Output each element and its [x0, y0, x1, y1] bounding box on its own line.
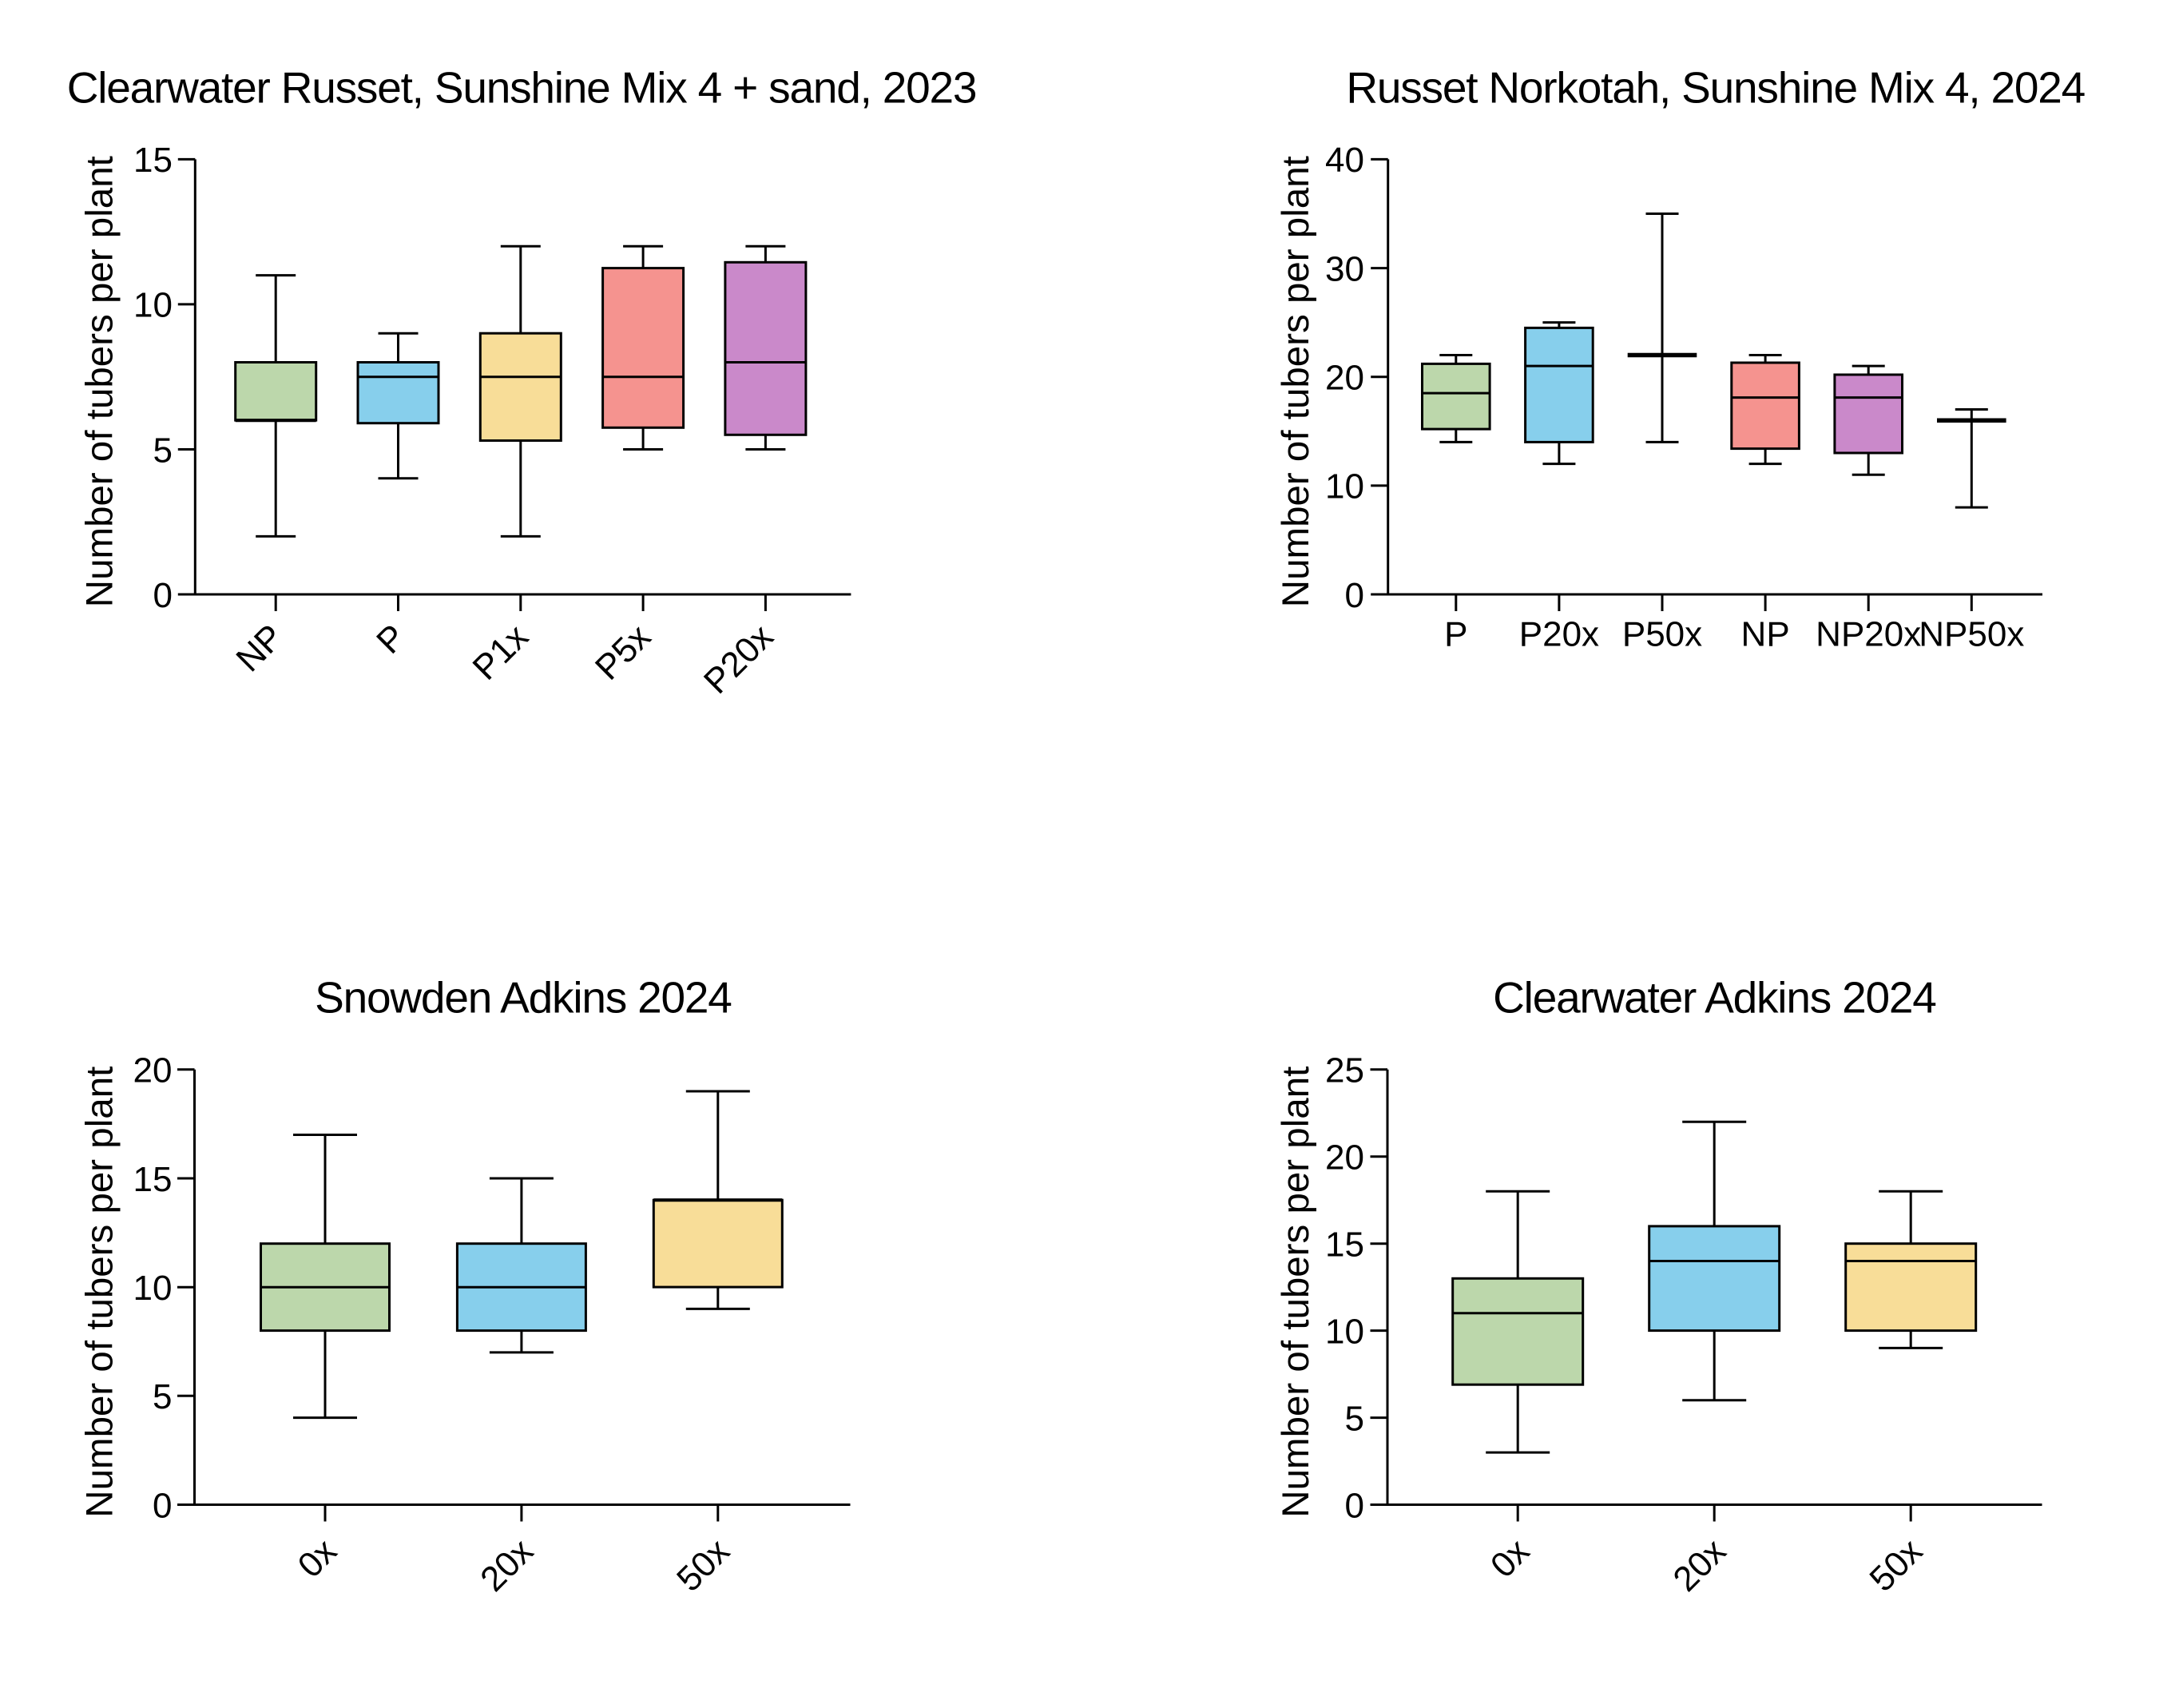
- svg-text:5: 5: [153, 1377, 172, 1416]
- svg-text:Russet Norkotah, Sunshine Mix: Russet Norkotah, Sunshine Mix 4, 2024: [1346, 63, 2085, 113]
- svg-text:5: 5: [1345, 1399, 1364, 1438]
- svg-text:Number of tubers per plant: Number of tubers per plant: [79, 156, 121, 607]
- svg-text:10: 10: [1325, 1312, 1364, 1351]
- svg-text:NP: NP: [1741, 615, 1790, 654]
- svg-text:20: 20: [133, 1051, 173, 1090]
- svg-text:P50x: P50x: [1622, 615, 1702, 654]
- svg-text:Clearwater Russet, Sunshine Mi: Clearwater Russet, Sunshine Mix 4 + sand…: [67, 63, 977, 113]
- svg-text:25: 25: [1325, 1051, 1364, 1090]
- svg-text:5: 5: [153, 431, 173, 470]
- svg-text:15: 15: [133, 141, 173, 180]
- svg-text:0: 0: [153, 576, 173, 615]
- svg-text:NP50x: NP50x: [1919, 615, 2024, 654]
- svg-text:P: P: [1444, 615, 1467, 654]
- svg-text:P20x: P20x: [1519, 615, 1599, 654]
- svg-text:30: 30: [1325, 249, 1364, 288]
- svg-text:20: 20: [1325, 1138, 1364, 1178]
- svg-text:15: 15: [1325, 1225, 1364, 1265]
- svg-text:0: 0: [153, 1486, 172, 1525]
- svg-text:Number of tubers per plant: Number of tubers per plant: [79, 1067, 121, 1518]
- svg-text:Number of tubers per plant: Number of tubers per plant: [1275, 156, 1317, 607]
- svg-text:Number of tubers per plant: Number of tubers per plant: [1275, 1067, 1317, 1518]
- svg-text:NP20x: NP20x: [1816, 615, 1921, 654]
- svg-text:10: 10: [133, 286, 173, 325]
- svg-text:10: 10: [1325, 467, 1364, 506]
- svg-text:Snowden Adkins 2024: Snowden Adkins 2024: [315, 973, 732, 1023]
- svg-text:20: 20: [1325, 359, 1364, 398]
- svg-text:15: 15: [133, 1160, 173, 1199]
- svg-text:Clearwater Adkins 2024: Clearwater Adkins 2024: [1493, 973, 1935, 1023]
- svg-text:10: 10: [133, 1269, 173, 1308]
- svg-text:0: 0: [1345, 1486, 1364, 1525]
- svg-text:0: 0: [1345, 576, 1364, 615]
- svg-text:40: 40: [1325, 141, 1364, 180]
